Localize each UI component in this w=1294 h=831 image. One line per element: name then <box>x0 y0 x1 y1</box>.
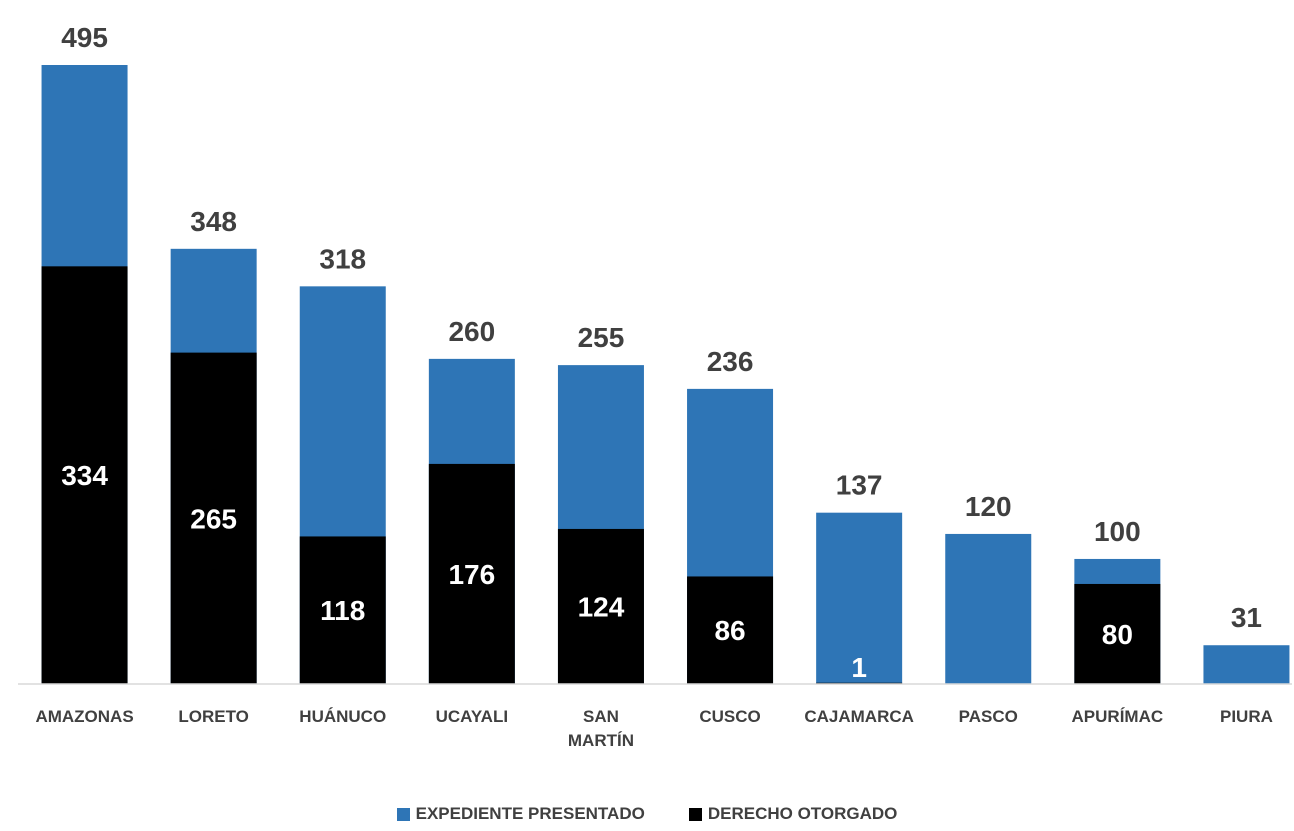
category-label-0: AMAZONAS <box>35 707 133 726</box>
category-label-4: SAN MARTÍN <box>568 707 634 750</box>
bar-expediente-6 <box>816 512 903 684</box>
category-label-line: HUÁNUCO <box>299 707 386 726</box>
total-label-5: 236 <box>707 346 754 377</box>
derecho-label-1: 265 <box>190 503 237 534</box>
bar-derecho-0 <box>41 266 128 684</box>
bar-expediente-7 <box>945 533 1032 684</box>
category-label-line: MARTÍN <box>568 731 634 750</box>
legend-label-expediente: EXPEDIENTE PRESENTADO <box>415 804 645 823</box>
derecho-label-5: 86 <box>714 615 745 646</box>
category-label-line: PASCO <box>959 707 1018 726</box>
total-label-4: 255 <box>578 322 625 353</box>
bar-expediente-9 <box>1203 645 1290 684</box>
total-label-0: 495 <box>61 22 108 53</box>
bar-derecho-1 <box>170 352 257 684</box>
category-label-8: APURÍMAC <box>1072 707 1164 726</box>
category-label-line: CUSCO <box>699 707 760 726</box>
category-label-line: SAN <box>583 707 619 726</box>
category-label-line: AMAZONAS <box>35 707 133 726</box>
category-label-line: CAJAMARCA <box>804 707 914 726</box>
legend-label-derecho: DERECHO OTORGADO <box>707 804 898 823</box>
legend-swatch-derecho <box>688 807 702 821</box>
category-label-6: CAJAMARCA <box>804 707 914 726</box>
category-label-line: LORETO <box>178 707 249 726</box>
legend: EXPEDIENTE PRESENTADO DERECHO OTORGADO <box>0 804 1294 824</box>
derecho-label-4: 124 <box>578 591 625 622</box>
legend-item-expediente: EXPEDIENTE PRESENTADO <box>396 804 645 824</box>
category-label-1: LORETO <box>178 707 249 726</box>
derecho-label-8: 80 <box>1102 619 1133 650</box>
total-label-7: 120 <box>965 491 1012 522</box>
derecho-label-6: 1 <box>851 652 867 683</box>
derecho-label-3: 176 <box>448 559 495 590</box>
total-label-9: 31 <box>1231 602 1262 633</box>
legend-item-derecho: DERECHO OTORGADO <box>688 804 898 824</box>
total-label-2: 318 <box>319 243 366 274</box>
category-label-9: PIURA <box>1220 707 1273 726</box>
category-label-5: CUSCO <box>699 707 760 726</box>
category-label-7: PASCO <box>959 707 1018 726</box>
bar-derecho-4 <box>557 528 644 684</box>
bars-layer <box>41 65 1290 684</box>
bar-derecho-5 <box>687 576 774 684</box>
category-label-line: APURÍMAC <box>1072 707 1164 726</box>
derecho-label-0: 334 <box>61 460 108 491</box>
legend-swatch-expediente <box>396 807 410 821</box>
category-label-line: PIURA <box>1220 707 1273 726</box>
bar-derecho-3 <box>428 463 515 684</box>
stacked-bar-chart: 495 334 AMAZONAS 348 265 LORETO 318 118 HUÁNUCO 2… <box>18 22 1292 750</box>
total-label-6: 137 <box>836 470 883 501</box>
bar-derecho-8 <box>1074 583 1161 684</box>
bar-derecho-2 <box>299 536 386 684</box>
category-label-line: UCAYALI <box>436 707 508 726</box>
category-label-2: HUÁNUCO <box>299 707 386 726</box>
derecho-label-2: 118 <box>320 595 365 626</box>
category-label-3: UCAYALI <box>436 707 508 726</box>
total-label-8: 100 <box>1094 516 1141 547</box>
total-label-1: 348 <box>190 206 237 237</box>
total-label-3: 260 <box>448 316 495 347</box>
labels-layer: 495 334 AMAZONAS 348 265 LORETO 318 118 HUÁNUCO 2… <box>35 22 1272 750</box>
